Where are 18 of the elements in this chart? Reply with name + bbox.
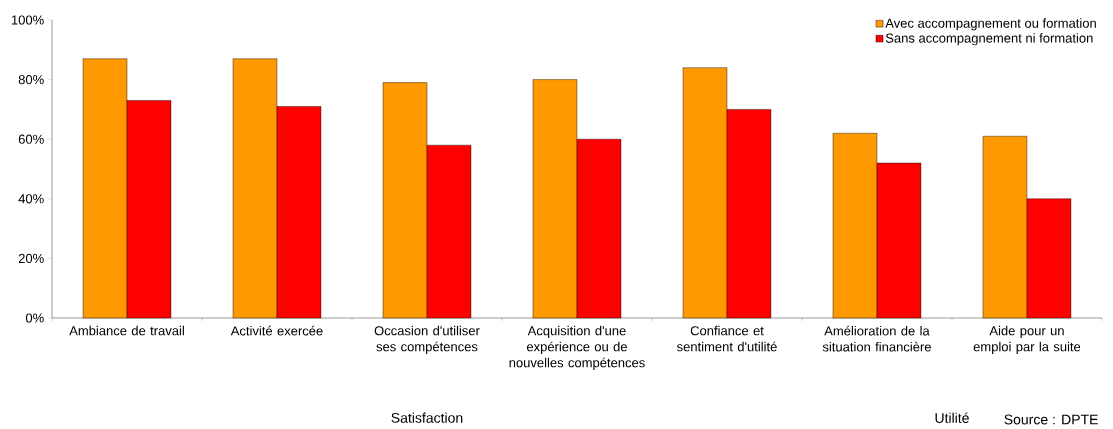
x-tick-label: Occasion d'utiliser ses compétences: [374, 325, 480, 354]
y-tick-label: 0%: [25, 313, 44, 323]
legend-label: Avec accompagnement ou formation: [885, 18, 1096, 31]
y-tick-label: 60%: [18, 134, 44, 144]
text: Utilité: [935, 412, 969, 423]
y-tick-label: 40%: [18, 194, 44, 204]
x-tick-label: Aide pour un emploi par la suite: [973, 325, 1081, 354]
legend-label: Sans accompagnement ni formation: [885, 33, 1093, 46]
y-tick-label: 100%: [11, 15, 44, 25]
y-tick-label: 80%: [18, 74, 44, 85]
x-tick-label: Amélioration de la situation financière: [822, 325, 931, 352]
x-tick-label: Acquisition d'une expérience ou de nouvelles compétences: [509, 325, 645, 370]
text: Satisfaction: [391, 412, 463, 423]
x-tick-label: Activité exercée: [230, 325, 323, 336]
source-note: Source : DPTE: [1004, 414, 1098, 425]
x-tick-label: Confiance et sentiment d'utilité: [676, 325, 777, 352]
y-tick-label: 20%: [18, 253, 44, 263]
x-tick-label: Ambiance de travail: [69, 325, 184, 336]
